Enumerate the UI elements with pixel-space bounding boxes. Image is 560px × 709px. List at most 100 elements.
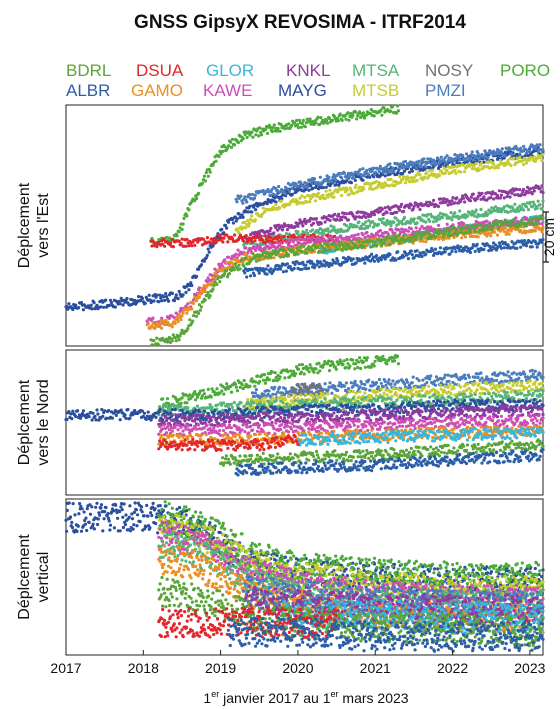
- data-point: [492, 149, 496, 153]
- data-point: [512, 156, 516, 160]
- data-point: [463, 248, 467, 252]
- data-point: [265, 272, 269, 276]
- data-point: [385, 393, 389, 397]
- data-point: [304, 392, 308, 396]
- data-point: [150, 244, 154, 248]
- data-point: [379, 258, 383, 262]
- data-point: [380, 207, 384, 211]
- data-point: [515, 187, 519, 192]
- data-point: [528, 379, 533, 383]
- data-point: [107, 303, 112, 307]
- data-point: [284, 194, 288, 198]
- data-point: [478, 391, 482, 395]
- data-point: [387, 184, 391, 188]
- data-point: [252, 395, 256, 399]
- data-point: [181, 293, 185, 297]
- data-point: [449, 211, 453, 215]
- data-point: [372, 259, 377, 263]
- data-point: [299, 393, 303, 397]
- data-point: [170, 325, 174, 329]
- data-point: [229, 140, 233, 144]
- data-point: [168, 405, 172, 409]
- data-point: [193, 199, 197, 203]
- data-point: [490, 228, 494, 232]
- data-point: [177, 230, 181, 234]
- data-point: [182, 216, 186, 220]
- data-point: [321, 193, 325, 197]
- data-point: [462, 225, 466, 229]
- data-point: [298, 245, 302, 249]
- data-point: [269, 256, 273, 260]
- data-point: [409, 249, 413, 253]
- data-point: [385, 211, 389, 215]
- data-point: [428, 165, 432, 169]
- data-point: [180, 396, 184, 400]
- data-point: [379, 108, 383, 112]
- data-point: [488, 222, 492, 226]
- data-point: [265, 131, 270, 135]
- data-point: [298, 236, 302, 241]
- data-point: [314, 217, 318, 221]
- data-point: [398, 166, 402, 170]
- data-point: [324, 177, 328, 182]
- data-point: [362, 116, 367, 120]
- data-point: [513, 193, 517, 197]
- data-point: [330, 179, 334, 183]
- data-point: [388, 162, 392, 166]
- data-point: [519, 245, 523, 249]
- data-point: [468, 230, 472, 234]
- data-point: [334, 178, 338, 182]
- data-point: [231, 221, 235, 225]
- data-point: [495, 222, 500, 226]
- data-point: [406, 176, 410, 180]
- data-point: [532, 189, 536, 193]
- data-point: [465, 223, 470, 227]
- data-point: [383, 170, 387, 174]
- data-point: [121, 303, 125, 307]
- data-point: [305, 228, 309, 232]
- data-point: [356, 172, 360, 176]
- data-point: [300, 267, 304, 271]
- data-point: [417, 379, 421, 383]
- data-point: [203, 298, 207, 302]
- data-point: [232, 143, 237, 147]
- data-point: [185, 214, 189, 218]
- data-point: [482, 195, 486, 199]
- data-point: [344, 117, 348, 121]
- data-point: [406, 229, 411, 233]
- data-point: [165, 397, 170, 401]
- data-point: [297, 118, 302, 122]
- data-point: [476, 151, 480, 156]
- data-point: [344, 247, 349, 251]
- legend-item-mtsb: MTSB: [352, 81, 399, 100]
- data-point: [355, 246, 359, 250]
- data-point: [413, 386, 417, 390]
- data-point: [515, 152, 519, 156]
- data-point: [292, 266, 296, 271]
- data-point: [463, 373, 467, 377]
- data-point: [177, 312, 181, 317]
- data-point: [79, 301, 84, 305]
- data-point: [92, 301, 96, 305]
- data-point: [319, 388, 323, 392]
- data-point: [167, 299, 171, 303]
- data-point: [367, 378, 371, 382]
- data-point: [181, 222, 185, 226]
- data-point: [242, 378, 246, 383]
- data-point: [442, 197, 446, 201]
- data-point: [193, 390, 197, 394]
- data-point: [455, 196, 459, 200]
- data-point: [349, 381, 353, 385]
- data-point: [224, 269, 229, 273]
- data-point: [205, 253, 209, 257]
- data-point: [495, 233, 500, 237]
- data-point: [364, 387, 368, 391]
- data-point: [304, 121, 308, 125]
- data-point: [316, 115, 320, 119]
- data-point: [468, 250, 472, 255]
- data-point: [244, 234, 248, 238]
- data-point: [258, 126, 262, 130]
- data-point: [523, 372, 527, 376]
- data-point: [280, 199, 284, 203]
